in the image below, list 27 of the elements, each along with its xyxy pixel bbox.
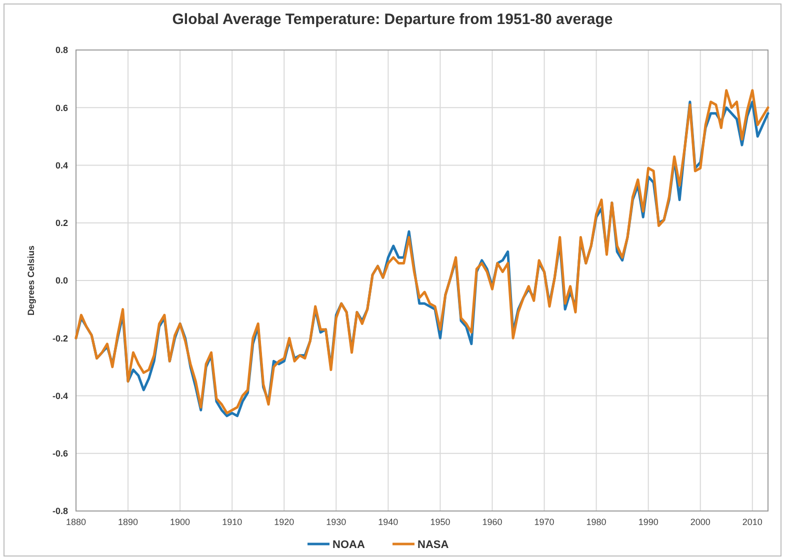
x-tick-label: 1970 [534,517,554,527]
x-tick-label: 1920 [274,517,294,527]
y-tick-label: 0.4 [55,160,68,170]
x-tick-label: 2010 [742,517,762,527]
x-tick-label: 1940 [378,517,398,527]
x-tick-label: 1980 [586,517,606,527]
x-tick-label: 1890 [118,517,138,527]
y-tick-label: -0.6 [52,448,68,459]
legend-label: NOAA [332,539,365,551]
chart-title: Global Average Temperature: Departure from 1951-80 average [172,11,613,28]
y-tick-label: 0.6 [55,102,68,113]
x-tick-label: 1910 [222,517,242,527]
y-tick-label: 0.8 [55,45,68,56]
y-axis-title: Degrees Celsius [26,245,36,316]
y-tick-label: 0.2 [55,218,68,228]
x-tick-label: 1900 [170,517,190,527]
y-tick-label: -0.2 [52,333,68,344]
x-tick-label: 1950 [430,517,450,527]
legend-label: NASA [418,539,449,551]
x-tick-label: 1880 [66,517,86,527]
y-tick-label: 0.0 [55,276,68,286]
y-tick-label: -0.4 [52,390,68,401]
y-tick-label: -0.8 [52,506,68,516]
x-tick-label: 1930 [326,517,346,527]
x-tick-label: 2000 [690,517,710,527]
x-tick-label: 1990 [638,517,658,527]
x-tick-label: 1960 [482,517,502,527]
